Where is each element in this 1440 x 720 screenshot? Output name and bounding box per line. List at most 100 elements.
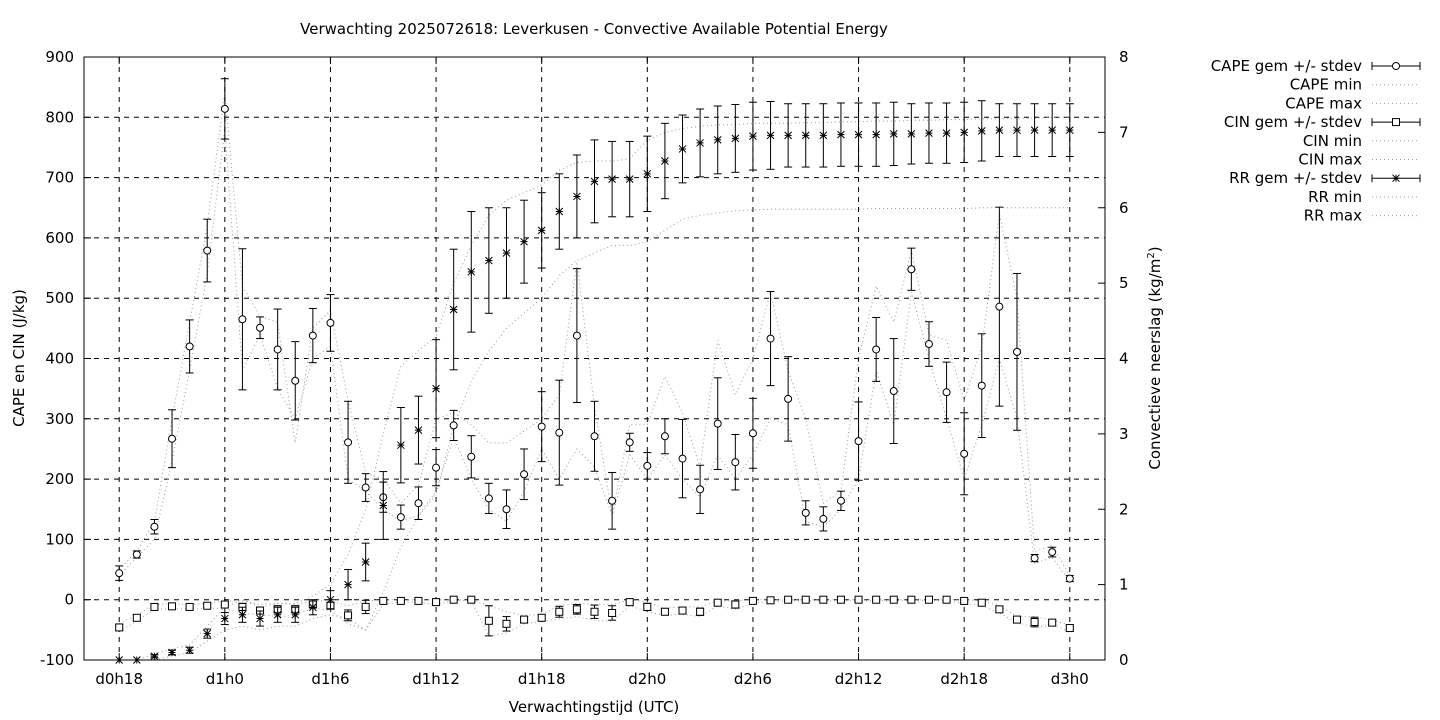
rr-point (625, 175, 634, 183)
legend-label: CIN max (1298, 151, 1362, 169)
cape-point (748, 429, 757, 438)
rr-point (308, 603, 317, 612)
legend-star-marker (1392, 174, 1400, 183)
cin-point (660, 607, 669, 616)
y2-tick-label: 8 (1119, 48, 1129, 66)
cape-point (590, 432, 599, 441)
y2-tick-label: 3 (1119, 425, 1129, 443)
cin-point (696, 607, 705, 616)
rr-point (291, 610, 300, 619)
y-tick-label: 900 (45, 48, 74, 66)
cin-point (1065, 624, 1074, 633)
cape-point (467, 452, 476, 461)
rr-point (414, 426, 423, 434)
cin-point (185, 602, 194, 611)
rr-point (801, 131, 810, 140)
rr-point (819, 131, 828, 140)
rr-point (555, 207, 564, 216)
rr-point (449, 305, 458, 314)
y-tick-label: 800 (45, 108, 74, 126)
cin-point (889, 595, 898, 604)
rr-point (1030, 126, 1039, 134)
legend-label: RR min (1308, 188, 1362, 206)
rr-point (273, 610, 282, 619)
cin-point (432, 598, 441, 607)
cin-point (361, 602, 370, 611)
rr-point (590, 177, 599, 186)
cape-point (238, 315, 247, 324)
cin-point (572, 605, 581, 614)
cape-point (801, 508, 810, 517)
cape-point (449, 421, 458, 430)
cape-point (696, 485, 705, 494)
y-tick-label: 200 (45, 470, 74, 488)
cin-point (520, 615, 529, 624)
cin-point (1012, 615, 1021, 624)
rr-point (1065, 126, 1074, 134)
rr-point (573, 192, 581, 201)
rr-point (713, 136, 722, 144)
rr-point (1013, 126, 1021, 134)
cape-point (977, 381, 986, 390)
rr-point (361, 558, 370, 566)
cin-point (766, 596, 775, 605)
cape-point (484, 494, 493, 503)
cin-point (643, 602, 652, 611)
grid-lines (84, 56, 1105, 661)
cape-point (854, 437, 863, 446)
cin-point (555, 607, 564, 616)
cape-point (784, 394, 793, 403)
cin-point (942, 595, 951, 604)
cin-point (625, 598, 634, 607)
rr-point (432, 384, 440, 393)
cape-point (520, 470, 529, 479)
y2-axis-label-sup: 2 (1146, 252, 1157, 258)
cape-point (924, 340, 933, 349)
cape-point (1065, 574, 1074, 583)
legend-square-marker (1392, 118, 1400, 127)
rr-point (837, 130, 845, 139)
y-tick-label: 500 (45, 289, 74, 307)
x-tick-label: d2h0 (628, 670, 666, 688)
cin-point (995, 605, 1004, 614)
cin-point (590, 607, 599, 616)
cin-point (678, 606, 687, 615)
cape-point (643, 461, 652, 470)
legend-label: CIN gem +/- stdev (1224, 113, 1362, 131)
y2-axis-label-end: ) (1146, 246, 1164, 252)
cin-point (379, 596, 388, 605)
cin-point (801, 595, 810, 604)
rr-point (168, 648, 176, 657)
cin-point (414, 596, 423, 605)
rr-point (256, 614, 264, 623)
cape-point (713, 419, 722, 428)
rr-point (1048, 126, 1057, 134)
cin-point (1030, 618, 1039, 627)
y-tick-label: -100 (40, 651, 74, 669)
y2-tick-label: 5 (1119, 274, 1129, 292)
cin-point (960, 596, 969, 605)
x-tick-label: d1h6 (311, 670, 349, 688)
legend-label: RR gem +/- stdev (1229, 169, 1362, 187)
cin-point (854, 595, 863, 604)
cin-point (1048, 618, 1057, 627)
rr-point (485, 256, 493, 265)
x-tick-label: d1h0 (206, 670, 244, 688)
cin-min-line (118, 600, 1070, 637)
cape-point (414, 499, 423, 508)
cape-point (203, 246, 212, 255)
cape-point (889, 387, 898, 396)
plot-frame (83, 56, 1106, 661)
x-tick-label: d0h18 (95, 670, 143, 688)
rr-point (766, 131, 775, 140)
cape-point (396, 513, 405, 522)
cin-point (484, 616, 493, 625)
rr-point (696, 139, 704, 147)
legend-label: CAPE min (1290, 76, 1362, 94)
cin-point (836, 595, 845, 604)
rr-point (220, 614, 229, 623)
cape-point (185, 342, 194, 351)
y-tick-label: 0 (64, 591, 74, 609)
